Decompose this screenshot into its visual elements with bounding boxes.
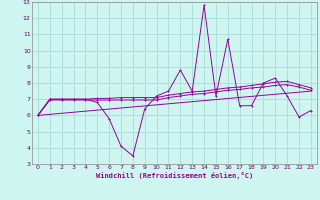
X-axis label: Windchill (Refroidissement éolien,°C): Windchill (Refroidissement éolien,°C) (96, 172, 253, 179)
